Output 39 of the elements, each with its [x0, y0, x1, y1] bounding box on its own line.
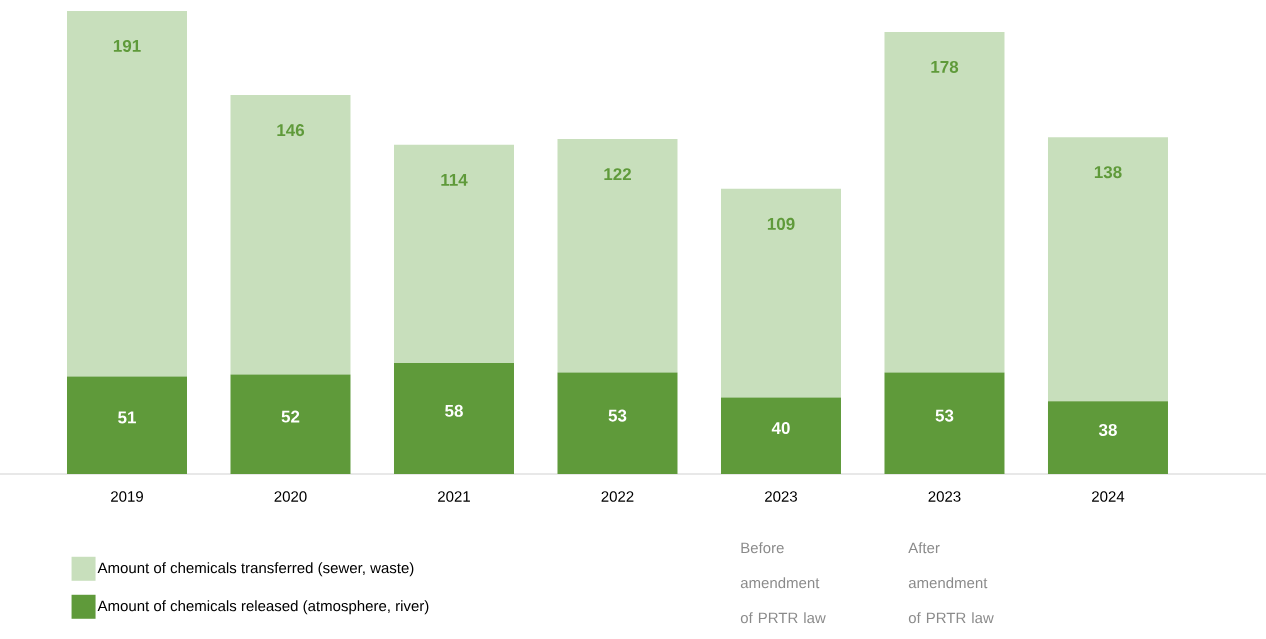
bar [884, 31, 1005, 373]
bar [884, 372, 1005, 474]
data-label: 51 [118, 411, 136, 424]
x-tick-label: 2023 [765, 491, 798, 502]
bar [1047, 137, 1168, 402]
bar [557, 139, 678, 373]
data-label: 146 [277, 124, 305, 137]
x-tick-label: 2022 [601, 491, 634, 502]
text: After amendment of PRTR law [908, 542, 994, 624]
x-tick-label: 2021 [438, 491, 470, 502]
bar [230, 95, 351, 375]
data-label: 122 [604, 168, 631, 181]
data-label: 178 [931, 60, 959, 73]
data-label: 53 [935, 409, 954, 422]
data-label: 40 [771, 422, 790, 435]
data-label: 109 [767, 217, 795, 230]
bar [67, 376, 187, 474]
bar [1047, 401, 1168, 474]
text: Before amendment of PRTR law [740, 542, 826, 624]
data-label: 52 [281, 410, 300, 423]
bar [720, 188, 841, 398]
x-tick-label: 2024 [1092, 491, 1125, 502]
bar [67, 10, 187, 377]
data-label: 138 [1094, 166, 1122, 179]
data-label: 191 [113, 39, 141, 52]
x-tick-label: 2019 [111, 491, 143, 502]
bar [720, 397, 841, 474]
bar [557, 372, 678, 474]
data-label: 114 [441, 174, 468, 186]
bar [230, 374, 351, 474]
data-label: 53 [608, 409, 627, 422]
data-label: 38 [1098, 423, 1117, 437]
data-label: 58 [445, 404, 463, 417]
x-tick-label: 2020 [274, 491, 307, 502]
bar [393, 144, 514, 364]
bar [393, 363, 514, 474]
legend-label: Amount of chemicals transferred (sewer, waste) [97, 562, 414, 577]
x-tick-label: 2023 [928, 491, 961, 502]
legend-label: Amount of chemicals released (atmosphere, river) [97, 600, 429, 615]
